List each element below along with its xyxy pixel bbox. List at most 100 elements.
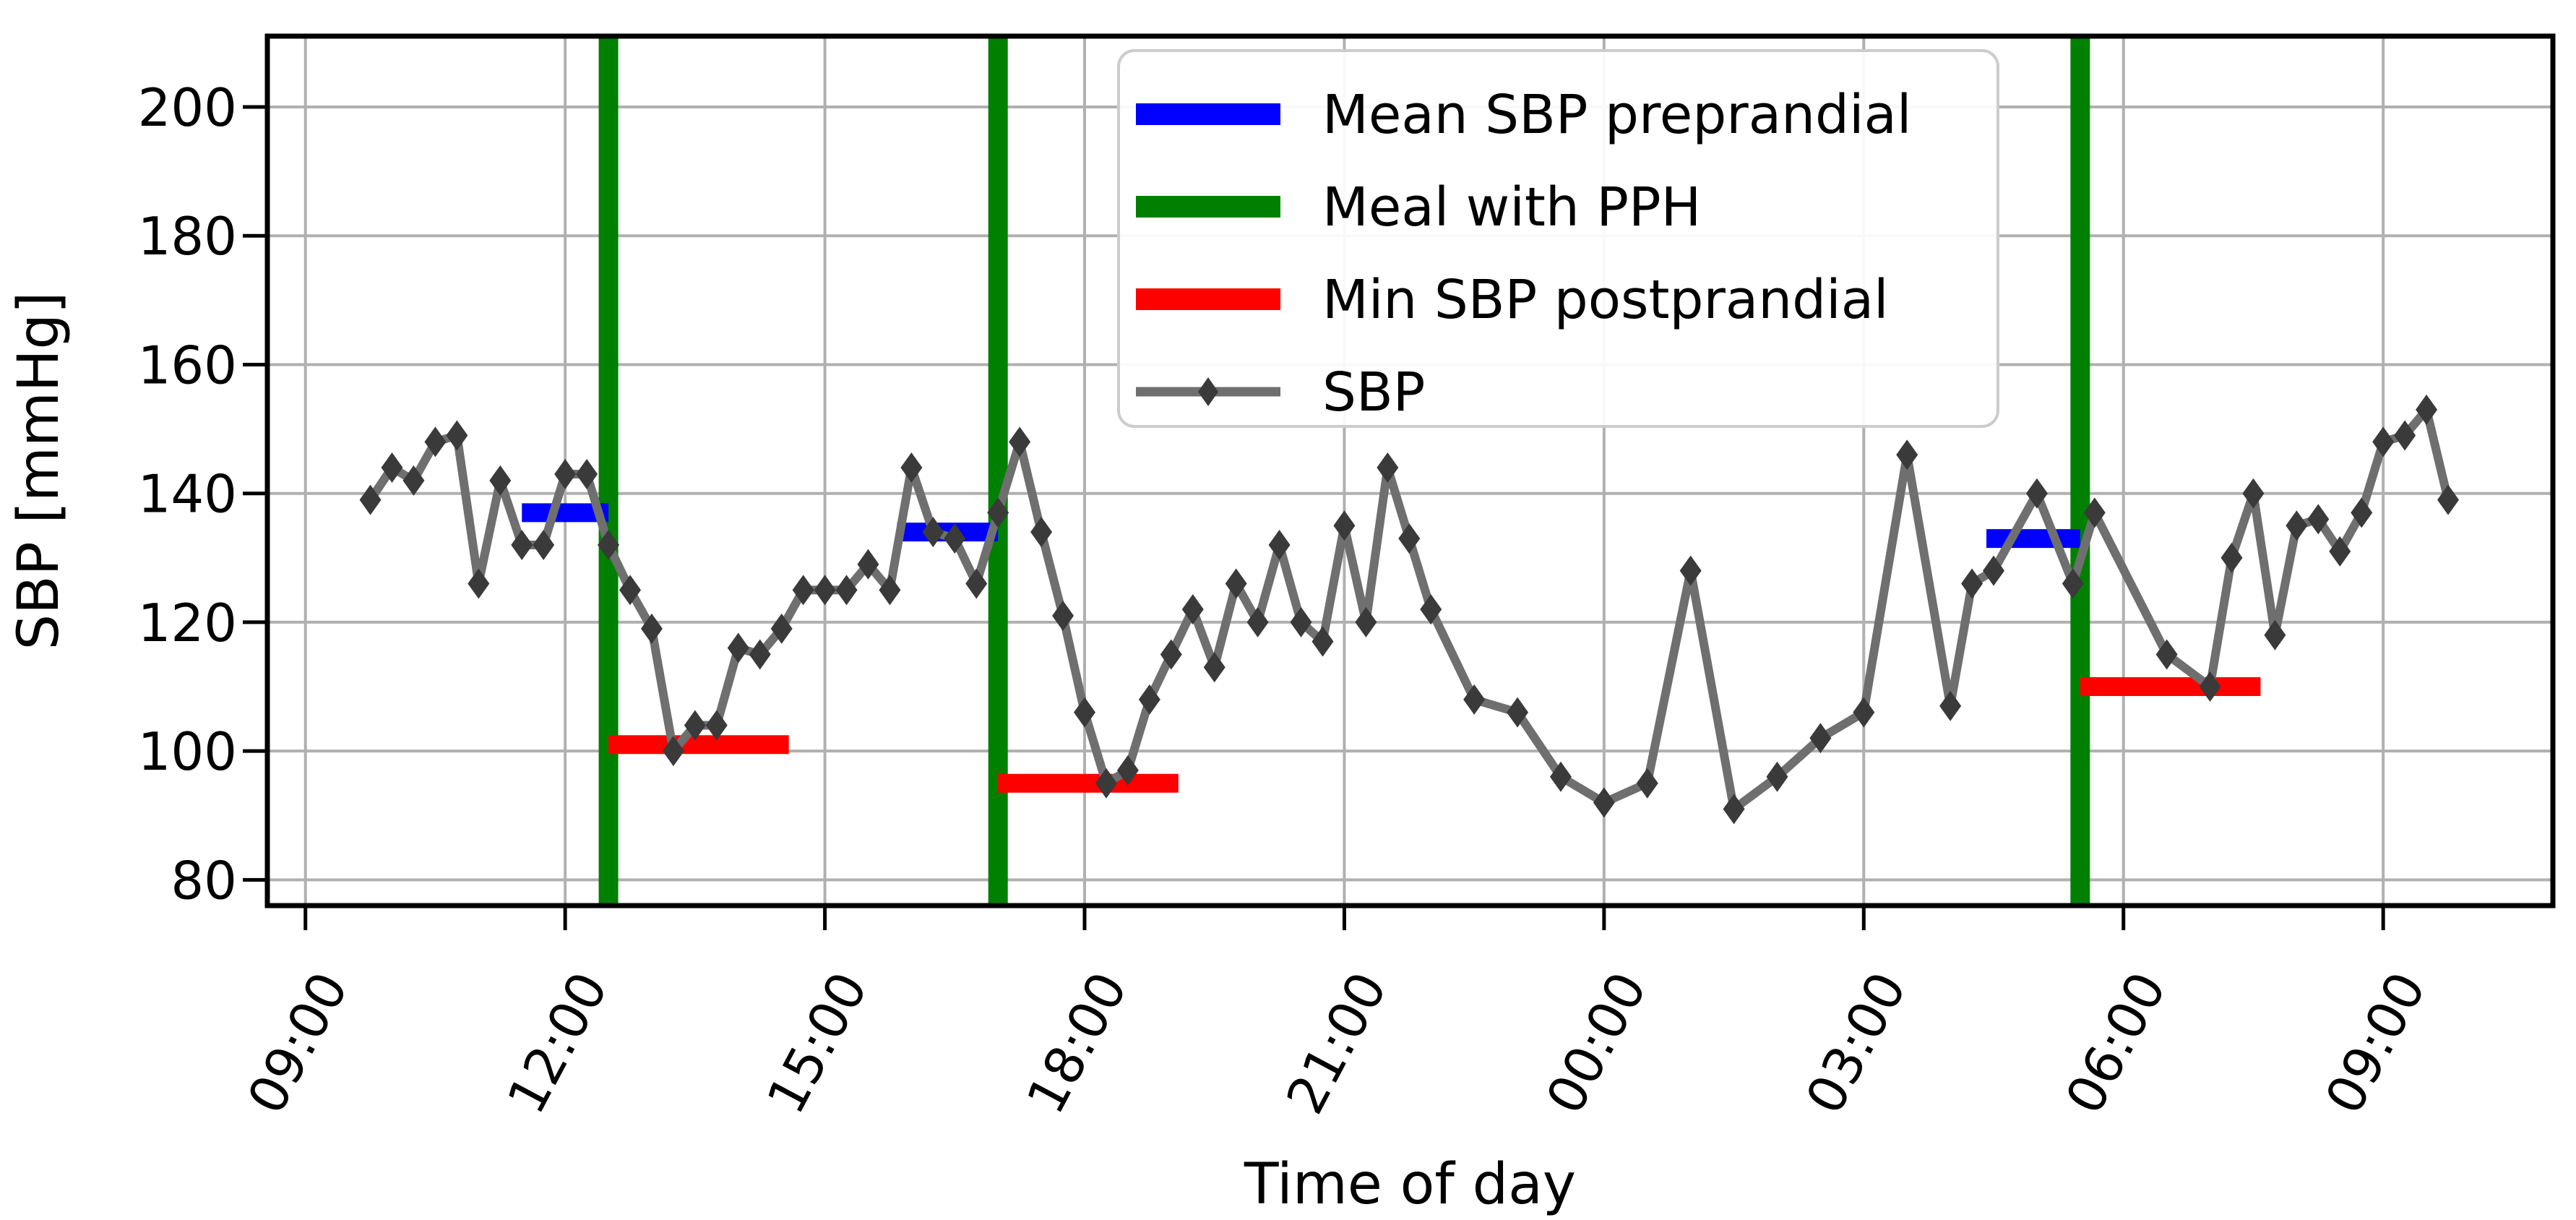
sbp-marker	[1009, 426, 1031, 458]
sbp-marker	[2307, 504, 2330, 535]
sbp-marker	[533, 529, 555, 560]
sbp-marker	[1268, 529, 1291, 560]
sbp-marker	[1203, 652, 1225, 683]
ticks	[243, 105, 2385, 930]
sbp-marker	[727, 632, 749, 663]
sbp-marker	[770, 613, 793, 644]
sbp-marker	[2083, 497, 2106, 528]
sbp-marker	[1896, 439, 1918, 471]
legend-entry: SBP	[1136, 361, 1425, 424]
y-tick-label: 180	[138, 206, 237, 267]
sbp-markers	[359, 394, 2460, 825]
sbp-marker	[1593, 787, 1615, 818]
sbp-marker	[2416, 394, 2438, 425]
sbp-marker	[1333, 510, 1356, 541]
y-tick-label: 120	[138, 593, 237, 653]
sbp-marker	[1420, 594, 1442, 625]
sbp-marker	[1116, 755, 1139, 786]
sbp-marker	[1052, 601, 1074, 631]
sbp-marker	[2199, 671, 2221, 703]
sbp-marker	[424, 426, 447, 458]
sbp-marker	[2220, 542, 2243, 573]
sbp-marker	[1766, 761, 1788, 792]
legend-label: Mean SBP preprandial	[1322, 84, 1911, 146]
sbp-marker	[857, 549, 879, 580]
legend-label: Min SBP postprandial	[1322, 269, 1889, 331]
sbp-marker	[1398, 523, 1421, 554]
sbp-marker	[468, 568, 490, 599]
sbp-marker	[2062, 568, 2084, 599]
sbp-marker	[1138, 684, 1160, 715]
sbp-marker	[1679, 555, 1702, 586]
sbp-marker	[1095, 768, 1117, 799]
sbp-marker	[1507, 697, 1529, 728]
sbp-marker	[1983, 555, 2005, 586]
sbp-marker	[1723, 794, 1745, 825]
sbp-marker	[1246, 606, 1269, 637]
sbp-marker	[1225, 568, 1247, 599]
x-axis-label: Time of day	[1244, 1152, 1576, 1217]
sbp-marker	[792, 575, 814, 606]
sbp-marker	[619, 575, 642, 606]
sbp-marker	[489, 465, 512, 496]
sbp-marker	[446, 420, 468, 451]
sbp-marker	[2437, 484, 2460, 515]
postprandial-segments	[608, 677, 2261, 793]
sbp-marker	[1636, 768, 1658, 799]
sbp-marker	[1377, 452, 1399, 484]
sbp-marker	[1074, 697, 1096, 728]
sbp-marker	[1463, 684, 1486, 715]
sbp-marker	[1853, 697, 1875, 728]
y-tick-label: 80	[171, 850, 237, 911]
y-axis-label: SBP [mmHg]	[7, 292, 72, 650]
sbp-marker	[987, 497, 1009, 528]
sbp-marker	[2025, 478, 2048, 509]
sbp-marker	[879, 575, 901, 606]
sbp-marker	[2155, 639, 2178, 670]
sbp-marker	[402, 465, 425, 496]
sbp-marker	[554, 458, 577, 489]
legend-entry: Mean SBP preprandial	[1136, 84, 1911, 146]
legend-entry: Min SBP postprandial	[1136, 269, 1889, 331]
sbp-marker	[835, 575, 858, 606]
meal-lines	[598, 36, 2090, 906]
sbp-marker	[359, 484, 382, 515]
axes-frame	[264, 33, 2556, 908]
sbp-marker	[684, 710, 706, 741]
sbp-marker	[965, 568, 988, 599]
sbp-marker	[662, 736, 684, 767]
y-tick-label: 200	[138, 77, 237, 138]
legend: Mean SBP preprandial Meal with PPH Min SBP…	[1117, 49, 1999, 428]
sbp-marker	[1809, 723, 1832, 754]
legend-label: Meal with PPH	[1322, 176, 1701, 239]
sbp-marker	[944, 523, 966, 554]
sbp-marker	[2394, 420, 2416, 451]
sbp-marker	[705, 710, 728, 741]
sbp-marker	[1355, 606, 1377, 637]
sbp-marker	[1030, 517, 1053, 548]
y-tick-label: 160	[138, 335, 237, 395]
sbp-marker	[922, 517, 944, 548]
sbp-marker	[511, 529, 533, 560]
sbp-marker	[598, 529, 620, 560]
sbp-marker	[2372, 426, 2395, 458]
sbp-marker	[640, 613, 663, 644]
legend-entry: Meal with PPH	[1136, 176, 1701, 239]
sbp-marker	[576, 458, 598, 489]
legend-box	[1117, 49, 1999, 428]
sbp-marker	[1181, 594, 1204, 625]
legend-swatch-sbp-marker	[1198, 377, 1218, 406]
sbp-marker	[2329, 536, 2351, 567]
sbp-marker	[381, 452, 403, 484]
sbp-marker	[1961, 568, 1983, 599]
sbp-marker	[2351, 497, 2373, 528]
sbp-marker	[900, 452, 923, 484]
sbp-marker	[749, 639, 771, 670]
sbp-marker	[1939, 690, 1962, 721]
sbp-marker	[2242, 478, 2265, 509]
y-tick-label: 100	[138, 721, 237, 782]
sbp-marker	[2264, 619, 2286, 650]
sbp-marker	[1160, 639, 1182, 670]
